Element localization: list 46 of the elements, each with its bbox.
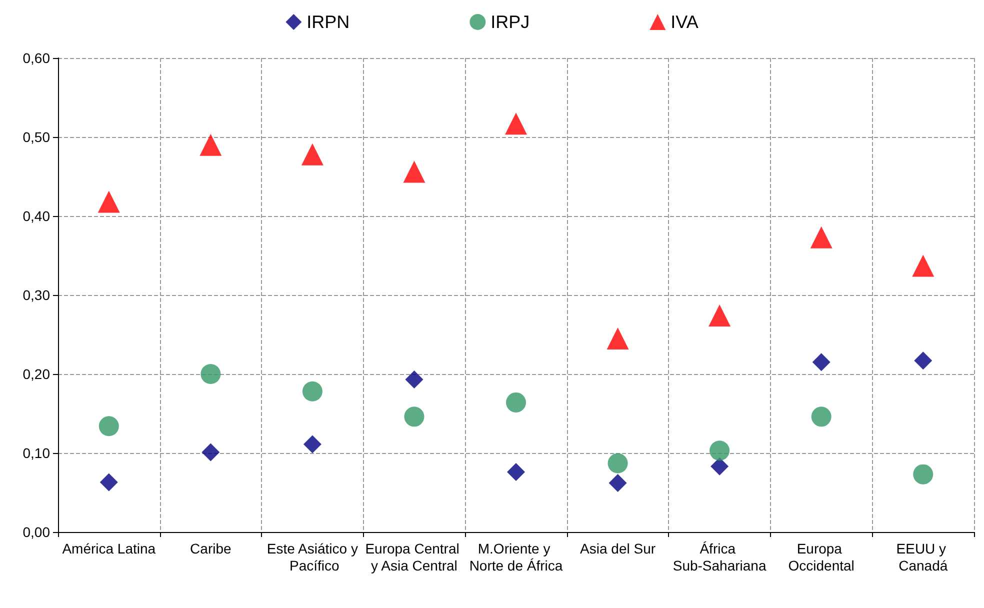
point: [810, 226, 832, 248]
y-tick-label: 0,20: [22, 366, 50, 382]
legend-label: IRPN: [306, 12, 350, 32]
point: [303, 435, 322, 454]
y-tick-label: 0,00: [22, 524, 50, 540]
legend-label: IVA: [670, 12, 698, 32]
point: [100, 473, 118, 492]
point: [301, 143, 324, 166]
point: [811, 406, 832, 427]
y-tick-label: 0,60: [22, 50, 50, 66]
point: [710, 457, 729, 476]
x-tick-label: Europa Central y Asia Central: [365, 540, 464, 574]
point: [200, 364, 221, 384]
x-tick-label: M.Oriente y Norte de África: [469, 540, 563, 574]
point: [505, 112, 527, 135]
x-tick-label: Europa Occidental: [788, 540, 854, 574]
point: [98, 190, 120, 213]
point: [606, 327, 629, 350]
point: [506, 392, 526, 412]
point: [708, 304, 731, 327]
point: [812, 353, 830, 372]
x-tick-label: Caribe: [190, 540, 232, 556]
y-tick-label: 0,50: [22, 129, 50, 145]
point: [912, 254, 934, 277]
point: [200, 134, 222, 156]
point: [608, 474, 627, 492]
point: [302, 381, 322, 402]
x-tick-label: América Latina: [62, 540, 156, 556]
point: [914, 352, 932, 370]
x-tick-label: Asia del Sur: [580, 540, 656, 556]
x-tick-label: EEUU y Canadá: [896, 540, 950, 574]
point: [710, 440, 730, 461]
x-tick-label: África Sub-Sahariana: [672, 540, 766, 574]
y-tick-label: 0,30: [22, 287, 50, 303]
legend-label: IRPJ: [490, 12, 530, 32]
y-tick-label: 0,10: [22, 445, 50, 461]
x-tick-label: Este Asiático y Pacífico: [266, 540, 358, 574]
point: [98, 416, 119, 436]
y-tick-label: 0,40: [22, 208, 50, 224]
point: [507, 462, 525, 481]
point: [608, 453, 628, 474]
point: [403, 160, 426, 183]
point: [202, 443, 220, 462]
point: [913, 464, 934, 484]
point: [404, 406, 424, 427]
point: [405, 370, 424, 389]
